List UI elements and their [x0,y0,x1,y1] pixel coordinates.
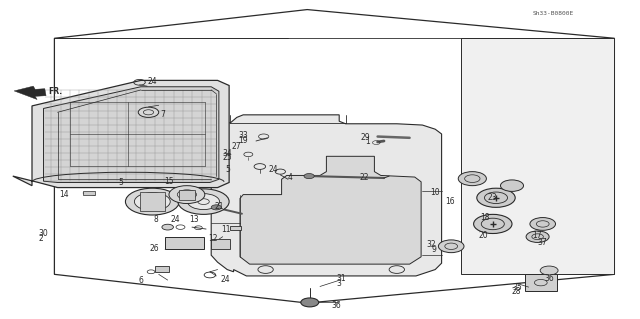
Text: 29: 29 [360,133,370,142]
Circle shape [474,214,512,234]
Circle shape [134,193,170,211]
Bar [165,237,204,249]
Circle shape [162,224,173,230]
Text: 24: 24 [147,77,157,86]
Text: 2: 2 [38,234,43,243]
Polygon shape [14,86,46,100]
Bar [140,192,165,211]
Text: 27: 27 [231,142,241,151]
Polygon shape [198,115,442,276]
Circle shape [178,189,229,214]
Text: 33: 33 [239,131,248,140]
Text: 35: 35 [512,283,522,292]
Text: 31: 31 [336,274,346,283]
Bar [230,226,241,230]
Text: 18: 18 [480,213,490,222]
Circle shape [530,218,556,230]
Text: 3: 3 [336,279,341,288]
Circle shape [477,188,515,207]
Text: 5: 5 [225,165,230,174]
Bar [211,239,230,249]
Circle shape [438,240,464,253]
Polygon shape [240,156,421,264]
Text: 22: 22 [360,173,369,182]
Bar [155,266,169,272]
Circle shape [138,107,159,117]
Text: 28: 28 [512,287,522,296]
Circle shape [188,194,220,210]
Text: 36: 36 [544,274,554,283]
Text: 17: 17 [532,231,542,240]
Text: 1: 1 [365,137,370,146]
Text: 7: 7 [160,110,165,119]
Text: 12: 12 [208,234,218,243]
Text: 24: 24 [269,165,278,174]
Circle shape [526,231,549,242]
Text: 5: 5 [118,178,123,187]
Text: 13: 13 [189,215,198,224]
Bar [179,190,195,200]
Text: 9: 9 [431,245,436,254]
Text: 10: 10 [431,189,440,197]
Text: 26: 26 [149,244,159,253]
Circle shape [211,205,221,210]
Circle shape [304,174,314,179]
Text: 11: 11 [221,225,230,234]
Text: 25: 25 [222,153,232,162]
Text: 32: 32 [427,240,436,249]
Circle shape [540,266,558,275]
Text: 15: 15 [164,177,174,186]
Circle shape [301,298,319,307]
Text: 6: 6 [138,276,143,285]
Text: 4: 4 [288,173,293,182]
Text: 23: 23 [488,193,497,202]
Polygon shape [461,38,614,274]
Text: 24: 24 [170,215,180,224]
Circle shape [125,188,179,215]
Text: 19: 19 [239,136,248,145]
Text: 20: 20 [478,231,488,240]
Text: 37: 37 [538,238,547,247]
Text: Sh33-B0800E: Sh33-B0800E [533,11,574,16]
Circle shape [500,180,524,191]
Circle shape [458,172,486,186]
Polygon shape [525,274,557,291]
Text: 24: 24 [221,275,230,284]
Polygon shape [44,87,219,182]
Text: 16: 16 [445,197,454,206]
Text: FR.: FR. [48,87,62,96]
Circle shape [169,186,205,204]
Text: 30: 30 [38,229,48,238]
Bar [83,191,95,195]
Text: 36: 36 [332,301,341,310]
Text: 14: 14 [60,190,69,199]
Text: 8: 8 [154,215,159,224]
Text: 34: 34 [222,149,232,158]
Polygon shape [13,80,229,188]
Text: 21: 21 [214,202,224,211]
